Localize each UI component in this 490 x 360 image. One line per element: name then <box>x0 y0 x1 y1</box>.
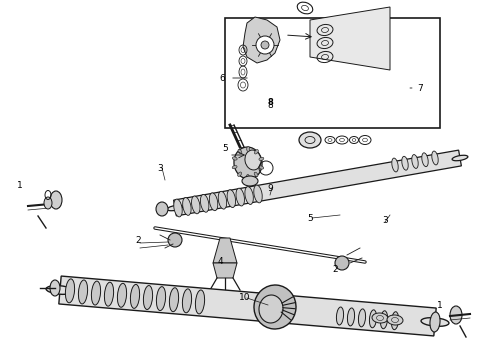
Ellipse shape <box>156 287 166 311</box>
Ellipse shape <box>254 285 296 329</box>
Text: 2: 2 <box>332 266 338 274</box>
Ellipse shape <box>430 312 440 332</box>
Ellipse shape <box>256 36 274 54</box>
Ellipse shape <box>299 132 321 148</box>
Ellipse shape <box>245 150 261 170</box>
Ellipse shape <box>232 166 237 169</box>
Ellipse shape <box>254 185 262 203</box>
Ellipse shape <box>46 285 74 294</box>
Ellipse shape <box>234 147 262 179</box>
Polygon shape <box>59 276 436 336</box>
Ellipse shape <box>44 197 52 209</box>
Ellipse shape <box>183 198 191 215</box>
Polygon shape <box>213 238 237 263</box>
Ellipse shape <box>254 150 258 154</box>
Ellipse shape <box>392 158 398 172</box>
Ellipse shape <box>50 191 62 209</box>
Ellipse shape <box>402 156 408 170</box>
Ellipse shape <box>130 284 140 309</box>
Ellipse shape <box>156 202 168 216</box>
Ellipse shape <box>245 186 253 204</box>
Ellipse shape <box>168 233 182 247</box>
Ellipse shape <box>196 290 205 314</box>
Text: 9: 9 <box>267 184 273 193</box>
Ellipse shape <box>118 283 126 307</box>
Ellipse shape <box>261 41 269 49</box>
Text: 1: 1 <box>437 301 443 310</box>
Ellipse shape <box>358 309 366 327</box>
Polygon shape <box>173 150 462 216</box>
Ellipse shape <box>246 147 250 152</box>
Ellipse shape <box>387 315 403 325</box>
Text: 2: 2 <box>135 235 141 244</box>
Ellipse shape <box>200 194 209 212</box>
Ellipse shape <box>259 166 264 169</box>
Ellipse shape <box>218 191 227 209</box>
Ellipse shape <box>421 318 449 327</box>
Text: 8: 8 <box>267 98 273 107</box>
Bar <box>225 18 440 128</box>
Ellipse shape <box>452 155 468 161</box>
Ellipse shape <box>369 310 377 328</box>
Ellipse shape <box>167 205 183 211</box>
Ellipse shape <box>174 199 182 217</box>
Text: 10: 10 <box>239 293 251 302</box>
Text: 3: 3 <box>157 163 163 172</box>
Ellipse shape <box>192 196 200 214</box>
Ellipse shape <box>170 288 178 312</box>
Ellipse shape <box>236 188 245 206</box>
Ellipse shape <box>254 172 258 177</box>
Ellipse shape <box>65 279 74 303</box>
Ellipse shape <box>259 295 283 323</box>
Ellipse shape <box>337 307 343 325</box>
Ellipse shape <box>412 154 418 168</box>
Text: 3: 3 <box>382 216 388 225</box>
Ellipse shape <box>392 312 398 330</box>
Ellipse shape <box>50 280 60 296</box>
Polygon shape <box>310 7 390 70</box>
Text: 8: 8 <box>267 100 273 109</box>
Ellipse shape <box>246 175 249 180</box>
Ellipse shape <box>238 149 242 154</box>
Ellipse shape <box>450 306 462 324</box>
Text: 5: 5 <box>307 213 313 222</box>
Ellipse shape <box>259 157 264 161</box>
Polygon shape <box>243 17 280 63</box>
Text: 4: 4 <box>217 257 223 266</box>
Ellipse shape <box>347 308 355 326</box>
Ellipse shape <box>372 313 388 323</box>
Ellipse shape <box>182 289 192 313</box>
Ellipse shape <box>78 280 88 304</box>
Ellipse shape <box>227 190 236 207</box>
Ellipse shape <box>242 176 258 186</box>
Ellipse shape <box>380 311 388 329</box>
Text: 1: 1 <box>17 180 23 189</box>
Ellipse shape <box>422 153 428 167</box>
Text: 7: 7 <box>417 84 423 93</box>
Ellipse shape <box>209 193 218 211</box>
Ellipse shape <box>432 151 438 165</box>
Ellipse shape <box>232 157 237 160</box>
Text: 6: 6 <box>219 73 225 82</box>
Polygon shape <box>213 263 237 278</box>
Ellipse shape <box>238 172 242 176</box>
Ellipse shape <box>92 281 100 305</box>
Ellipse shape <box>335 256 349 270</box>
Ellipse shape <box>104 282 114 306</box>
Text: 5: 5 <box>222 144 228 153</box>
Ellipse shape <box>144 285 152 310</box>
